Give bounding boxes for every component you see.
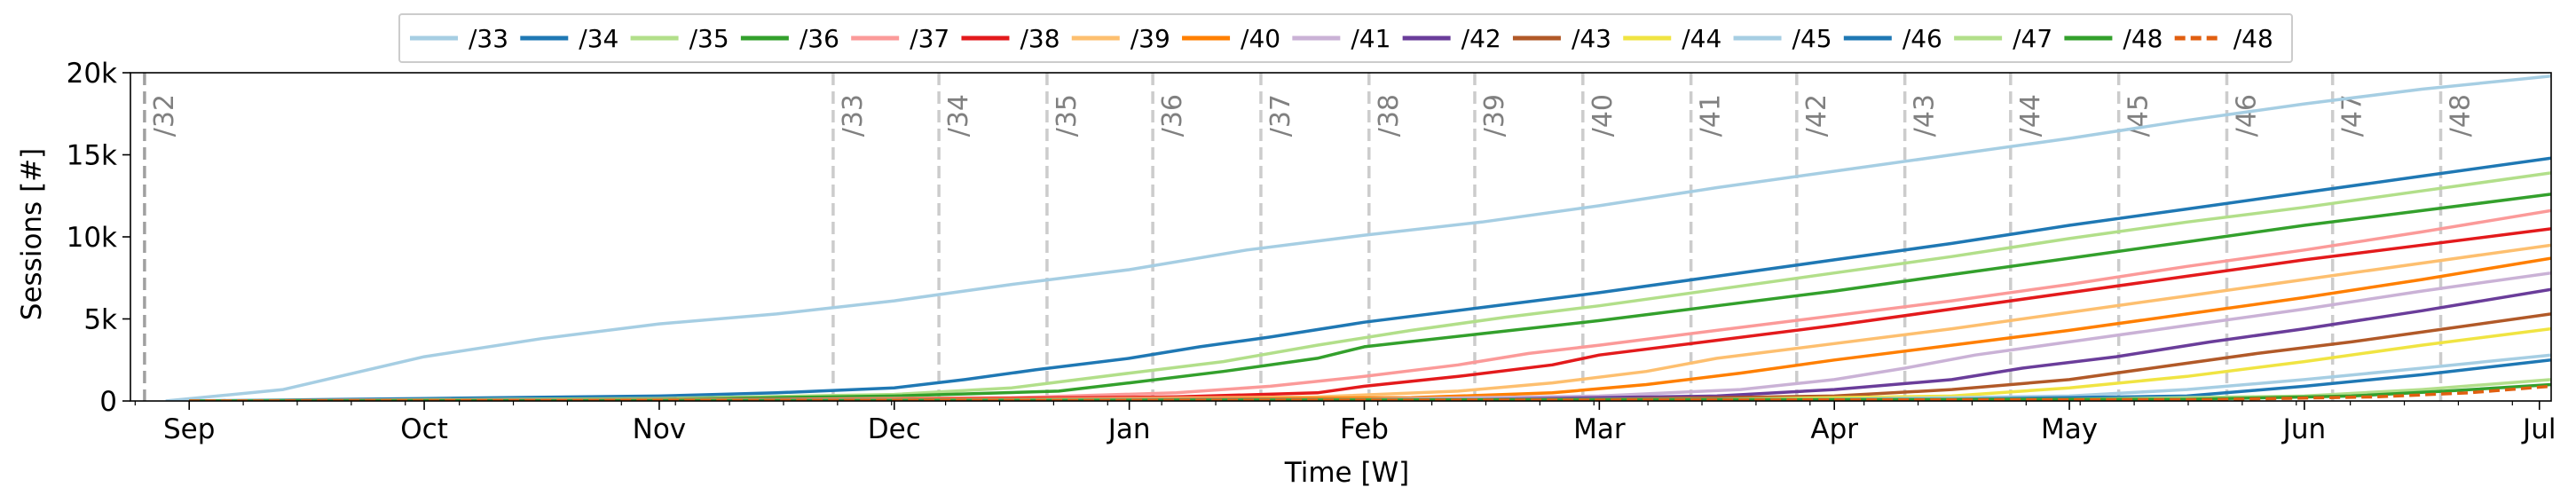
legend-box [398, 13, 2293, 63]
series-lines [165, 74, 2551, 401]
x-tick-label: Jan [1107, 413, 1151, 445]
marker-label: /47 [2337, 94, 2368, 137]
marker-label: /41 [1696, 94, 1727, 137]
legend-label: /44 [1682, 24, 1721, 53]
y-tick-label: 5k [83, 304, 117, 336]
x-tick-label: Jun [2281, 413, 2326, 445]
marker-label: /42 [1801, 94, 1832, 137]
x-tick-label: May [2041, 413, 2098, 445]
marker-label: /43 [1910, 94, 1941, 137]
marker-label: /38 [1374, 94, 1405, 137]
legend-label: /40 [1241, 24, 1280, 53]
y-axis-label: Sessions [#] [16, 148, 48, 320]
marker-label: /32 [149, 94, 180, 137]
legend-label: /43 [1572, 24, 1611, 53]
y-tick-label: 15k [67, 140, 117, 172]
marker-label: /39 [1479, 94, 1510, 137]
legend-label: /33 [469, 24, 508, 53]
marker-label: /46 [2232, 94, 2263, 137]
legend-label: /48 [2123, 24, 2162, 53]
marker-label: /35 [1052, 94, 1083, 137]
series-line [189, 208, 2551, 401]
series-line [189, 312, 2551, 401]
y-tick-label: 0 [99, 386, 117, 418]
series-line [165, 74, 2551, 401]
legend-label: /39 [1130, 24, 1170, 53]
legend-label: /35 [689, 24, 729, 53]
marker-label: /40 [1587, 94, 1619, 137]
series-line [189, 271, 2551, 401]
series-line [189, 243, 2551, 401]
marker-label: /36 [1157, 94, 1188, 137]
series-line [189, 193, 2551, 401]
marker-label: /34 [943, 94, 974, 137]
series-line [189, 171, 2551, 401]
legend-label: /47 [2013, 24, 2052, 53]
x-tick-label: Oct [400, 413, 448, 445]
legend-label: /42 [1461, 24, 1501, 53]
x-tick-label: Apr [1810, 413, 1858, 445]
legend-label: /48 [2233, 24, 2273, 53]
legend: /33/34/35/36/37/38/39/40/41/42/43/44/45 /… [398, 13, 2293, 63]
legend-label: /37 [910, 24, 949, 53]
marker-label: /37 [1265, 94, 1296, 137]
x-tick-label: Feb [1340, 413, 1389, 445]
legend-label: /38 [1020, 24, 1060, 53]
x-tick-label: Sep [163, 413, 215, 445]
series-line [189, 227, 2551, 401]
legend-label: /41 [1351, 24, 1390, 53]
series-line [189, 156, 2551, 401]
axes: 0 5k 10k 15k 20k Sep Oct Nov Dec Jan Feb Mar Apr May J… [67, 58, 2556, 445]
y-tick-label: 20k [67, 58, 117, 90]
x-tick-label: Jul [2521, 413, 2556, 445]
x-tick-label: Dec [868, 413, 921, 445]
legend-label: /46 [1902, 24, 1942, 53]
y-tick-label: 10k [67, 222, 117, 254]
series-line [189, 287, 2551, 401]
marker-label: /33 [838, 94, 869, 137]
legend-label: /34 [579, 24, 618, 53]
legend-label: /45 [1792, 24, 1832, 53]
x-tick-label: Mar [1573, 413, 1626, 445]
marker-label: /48 [2446, 94, 2477, 137]
x-tick-label: Nov [633, 413, 687, 445]
marker-label: /44 [2015, 94, 2046, 137]
plot-area: /32/33/34/35/36/37/38/39/40/41/42/43/44 /… [143, 73, 2551, 401]
legend-label: /36 [800, 24, 839, 53]
series-line [189, 384, 2551, 401]
x-axis-label: Time [W] [1284, 457, 1410, 489]
